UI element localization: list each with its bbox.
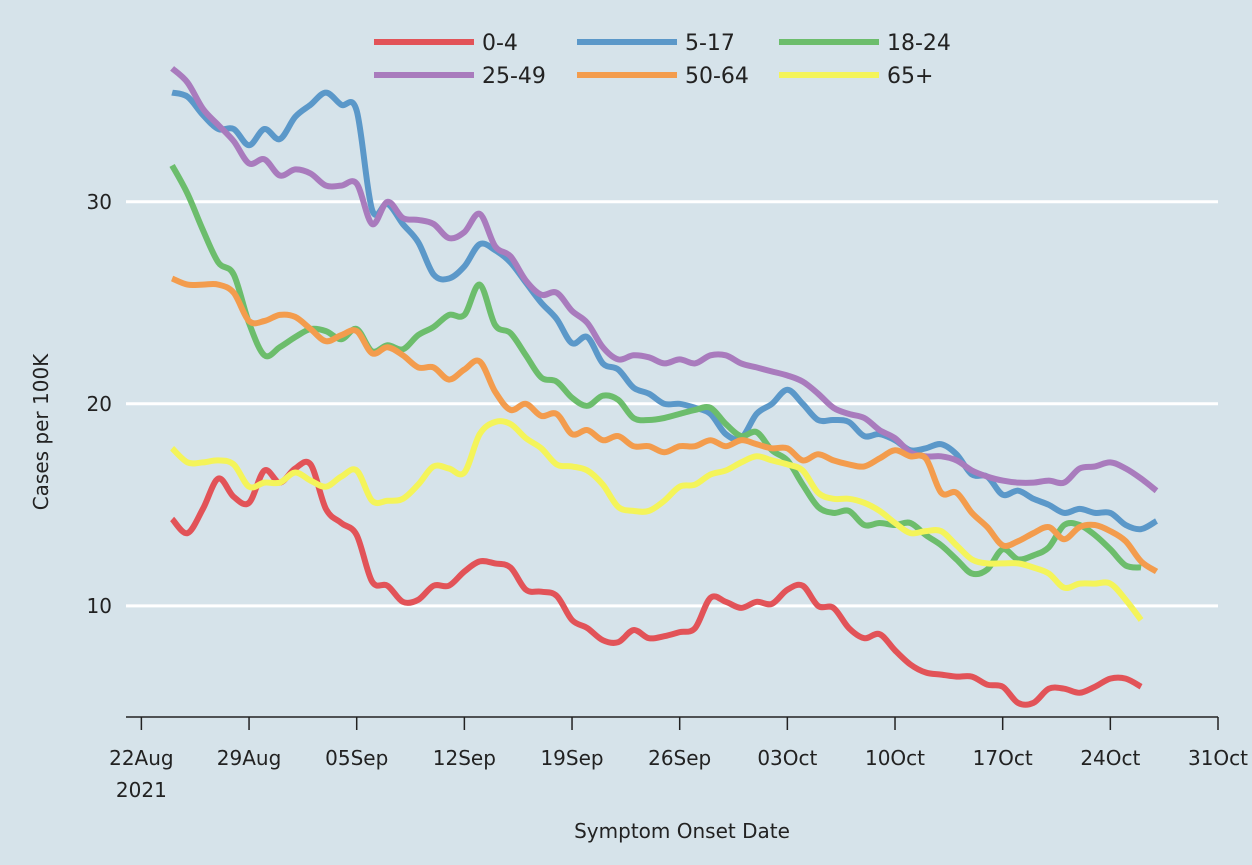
x-tick-sublabel: 2021 (116, 778, 167, 802)
series-line-65+ (170, 418, 1144, 622)
x-tick-label: 26Sep (648, 746, 711, 770)
x-tick-label: 22Aug (109, 746, 174, 770)
x-tick-label: 19Sep (540, 746, 603, 770)
legend-label-50-64: 50-64 (685, 64, 749, 89)
legend-label-5-17: 5-17 (685, 31, 735, 56)
x-tick-label: 12Sep (433, 746, 496, 770)
y-tick-label: 10 (87, 594, 112, 618)
axes: 10 20 30 22Aug 2021 29Aug 05Sep 12Sep 19Sep 26Sep… (87, 190, 1249, 802)
legend-label-25-49: 25-49 (482, 64, 546, 89)
legend-label-0-4: 0-4 (482, 31, 518, 56)
x-tick-label: 29Aug (217, 746, 282, 770)
series-line-25-49 (170, 66, 1159, 494)
x-tick-label: 10Oct (865, 746, 925, 770)
y-tick-label: 30 (87, 190, 112, 214)
legend: 0-4 5-17 18-24 25-49 50-64 65+ (374, 31, 951, 89)
x-tick-label: 17Oct (973, 746, 1033, 770)
series-lines (169, 66, 1159, 708)
legend-label-65+: 65+ (887, 64, 933, 89)
x-tick-label: 03Oct (757, 746, 817, 770)
x-tick-label: 31Oct (1188, 746, 1248, 770)
y-tick-label: 20 (87, 392, 112, 416)
series-line-0-4 (169, 458, 1143, 708)
series-line-50-64 (170, 275, 1159, 575)
legend-label-18-24: 18-24 (887, 31, 951, 56)
x-tick-label: 05Sep (325, 746, 388, 770)
x-axis-title: Symptom Onset Date (574, 819, 790, 843)
y-axis-title: Cases per 100K (29, 353, 53, 510)
x-tick-label: 24Oct (1080, 746, 1140, 770)
